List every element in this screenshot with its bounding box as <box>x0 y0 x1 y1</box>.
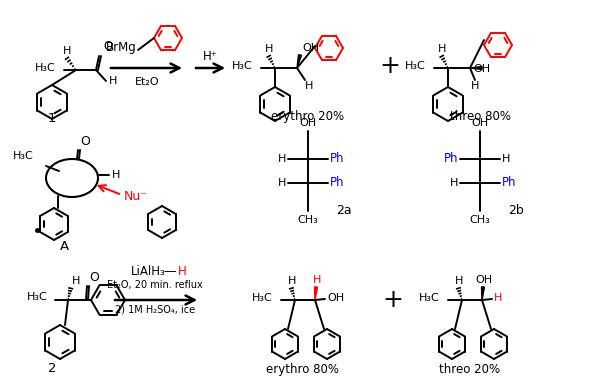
Text: H: H <box>72 276 80 286</box>
Text: O: O <box>80 135 90 148</box>
Polygon shape <box>482 287 484 300</box>
Text: LiAlH₃: LiAlH₃ <box>131 265 166 278</box>
Text: H: H <box>449 178 458 188</box>
Text: H₃C: H₃C <box>232 61 253 71</box>
Text: H: H <box>288 276 296 286</box>
Text: Ph: Ph <box>330 152 344 166</box>
Text: Ph: Ph <box>443 152 458 166</box>
Text: H: H <box>63 46 71 56</box>
Text: H₃C: H₃C <box>419 293 440 303</box>
Text: threo 20%: threo 20% <box>439 363 500 376</box>
Text: H⁺: H⁺ <box>203 50 217 63</box>
Text: O: O <box>103 40 112 53</box>
Text: 2b: 2b <box>508 205 524 217</box>
Text: Nu⁻: Nu⁻ <box>124 189 148 202</box>
Polygon shape <box>470 66 482 70</box>
Text: +: + <box>383 288 403 312</box>
Text: Et₂O: Et₂O <box>134 77 160 87</box>
Text: threo 80%: threo 80% <box>449 110 511 123</box>
Text: Et₂O, 20 min. reflux: Et₂O, 20 min. reflux <box>107 280 203 290</box>
Text: CH₃: CH₃ <box>298 215 319 225</box>
Text: H₃C: H₃C <box>27 292 48 302</box>
Text: OH: OH <box>327 293 344 303</box>
Text: H: H <box>455 276 463 286</box>
Text: H: H <box>471 81 479 91</box>
Text: O: O <box>89 271 99 284</box>
Text: 2) 1M H₂SO₄, ice: 2) 1M H₂SO₄, ice <box>115 305 195 315</box>
Text: Ph: Ph <box>502 177 517 189</box>
Text: H₃C: H₃C <box>252 293 273 303</box>
Text: H: H <box>502 154 511 164</box>
Text: H: H <box>178 265 187 278</box>
Text: erythro 20%: erythro 20% <box>271 110 344 123</box>
Text: H₃C: H₃C <box>13 151 34 161</box>
Text: 2: 2 <box>48 362 56 375</box>
Text: H: H <box>265 44 273 54</box>
Text: H: H <box>109 76 118 86</box>
Text: BrMg: BrMg <box>106 41 137 55</box>
Text: OH: OH <box>299 118 317 128</box>
Text: A: A <box>59 240 68 253</box>
Polygon shape <box>297 55 301 68</box>
Text: H: H <box>278 178 286 188</box>
Text: H: H <box>112 170 121 180</box>
Text: H: H <box>278 154 286 164</box>
Polygon shape <box>314 287 317 300</box>
Text: OH: OH <box>473 64 490 74</box>
Text: erythro 80%: erythro 80% <box>266 363 340 376</box>
Text: OH: OH <box>475 275 493 285</box>
Text: H: H <box>494 293 502 303</box>
Text: OH: OH <box>472 118 488 128</box>
Text: 2a: 2a <box>336 205 352 217</box>
Text: CH₃: CH₃ <box>470 215 490 225</box>
Text: H: H <box>305 81 313 91</box>
Text: H₃C: H₃C <box>405 61 426 71</box>
Text: 1: 1 <box>48 111 56 124</box>
Text: H: H <box>438 44 446 54</box>
Text: H₃C: H₃C <box>35 63 56 73</box>
Text: OH: OH <box>302 43 319 53</box>
Text: —: — <box>164 265 176 278</box>
Text: Ph: Ph <box>330 177 344 189</box>
Text: H: H <box>313 275 321 285</box>
Text: +: + <box>380 54 400 78</box>
